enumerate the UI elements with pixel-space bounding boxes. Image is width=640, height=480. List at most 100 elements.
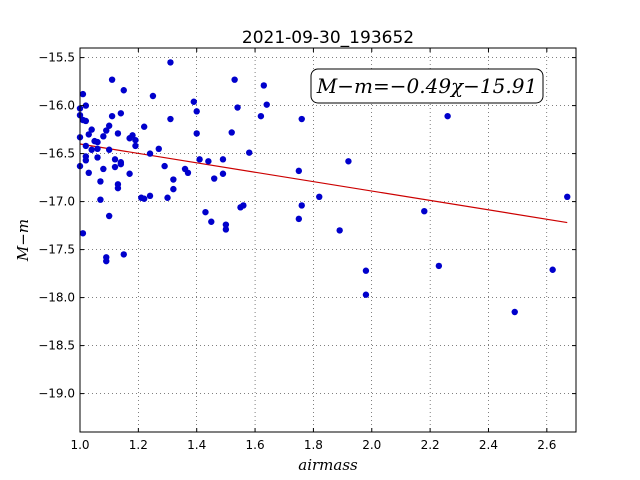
data-point	[298, 202, 305, 209]
data-point	[444, 112, 451, 120]
data-point	[85, 169, 92, 176]
y-tick-label: −16.5	[38, 147, 75, 161]
data-point	[120, 87, 127, 94]
data-point	[108, 112, 116, 120]
data-point	[564, 193, 571, 200]
data-point	[111, 156, 119, 163]
data-point	[316, 193, 323, 200]
data-point	[88, 126, 95, 133]
data-point	[94, 138, 101, 146]
data-point	[257, 112, 265, 120]
data-point	[146, 150, 154, 157]
data-point	[140, 123, 148, 130]
data-point	[105, 122, 113, 129]
fit-equation: M−m=−0.49χ−15.91	[316, 74, 537, 98]
data-point	[345, 158, 352, 165]
plot-frame	[79, 47, 577, 433]
data-point	[164, 194, 171, 201]
data-point	[263, 101, 270, 108]
data-point	[105, 212, 113, 220]
x-tick-label: 2.4	[479, 438, 498, 452]
data-point	[117, 159, 125, 166]
y-tick-label: −18.5	[38, 339, 75, 353]
data-point	[298, 115, 305, 123]
data-point	[295, 167, 303, 175]
data-point	[117, 110, 125, 117]
fit-annotation: M−m=−0.49χ−15.91	[310, 68, 544, 104]
data-point	[193, 130, 200, 137]
plot-area	[80, 48, 576, 432]
data-point	[100, 133, 107, 140]
data-point	[155, 145, 162, 152]
fit-line-layer	[79, 143, 568, 224]
annotation-box	[310, 68, 544, 104]
data-point	[240, 202, 247, 209]
data-point	[126, 170, 133, 177]
data-point	[97, 178, 104, 185]
x-axis-label: airmass	[298, 456, 358, 474]
data-point	[97, 196, 104, 203]
x-tick-label: 1.4	[187, 438, 206, 452]
data-point	[140, 195, 148, 202]
data-point	[82, 117, 90, 125]
data-point	[231, 76, 238, 83]
data-point	[146, 192, 154, 200]
grid	[79, 48, 576, 432]
data-point	[161, 162, 168, 170]
data-point	[111, 163, 119, 171]
data-point	[202, 208, 209, 216]
data-point	[260, 82, 268, 89]
data-point	[82, 142, 90, 150]
y-axis-label: M−m	[14, 219, 32, 262]
data-point	[129, 132, 136, 139]
data-point	[228, 129, 235, 136]
data-point	[362, 291, 370, 298]
data-point	[222, 221, 230, 228]
x-tick-label: 1.2	[129, 438, 148, 452]
y-tick-label: −18.0	[38, 291, 75, 305]
data-point	[88, 146, 95, 153]
data-point	[120, 251, 127, 258]
axis-ticks: 1.0 1.2 1.4 1.6 1.8 2.0 2.2 2.4 2.6 −15.5 −16.0 −16…	[38, 48, 576, 452]
fit-line	[79, 143, 568, 224]
x-tick-label: 1.0	[70, 438, 89, 452]
chart-title: 2021-09-30_193652	[242, 28, 414, 48]
x-tick-label: 2.6	[537, 438, 556, 452]
data-point	[211, 175, 218, 182]
data-point	[336, 227, 343, 234]
y-tick-label: −16.0	[38, 99, 75, 113]
data-point	[82, 157, 90, 164]
data-point	[170, 185, 177, 193]
data-point	[94, 145, 101, 152]
data-point	[100, 165, 107, 173]
data-point	[208, 218, 215, 225]
data-points	[76, 59, 571, 316]
data-point	[205, 158, 212, 165]
data-point	[167, 115, 174, 123]
data-point	[362, 267, 370, 274]
data-point	[103, 127, 110, 134]
data-point	[435, 262, 443, 270]
data-point	[167, 59, 174, 66]
y-tick-label: −17.5	[38, 243, 75, 257]
data-point	[184, 169, 192, 176]
data-point	[421, 208, 428, 215]
data-point	[94, 154, 101, 161]
y-tick-label: −15.5	[38, 51, 75, 65]
data-point	[190, 98, 197, 105]
data-point	[108, 76, 116, 83]
y-tick-label: −19.0	[38, 387, 75, 401]
data-point	[549, 266, 556, 273]
data-point	[295, 215, 303, 223]
data-point	[85, 131, 92, 138]
data-point	[246, 149, 253, 156]
data-point	[114, 184, 122, 192]
data-point	[234, 104, 241, 111]
data-point	[79, 230, 87, 237]
data-point	[193, 108, 200, 115]
data-point	[219, 170, 227, 177]
data-point	[222, 226, 230, 233]
data-point	[105, 146, 113, 153]
x-tick-label: 1.6	[246, 438, 265, 452]
